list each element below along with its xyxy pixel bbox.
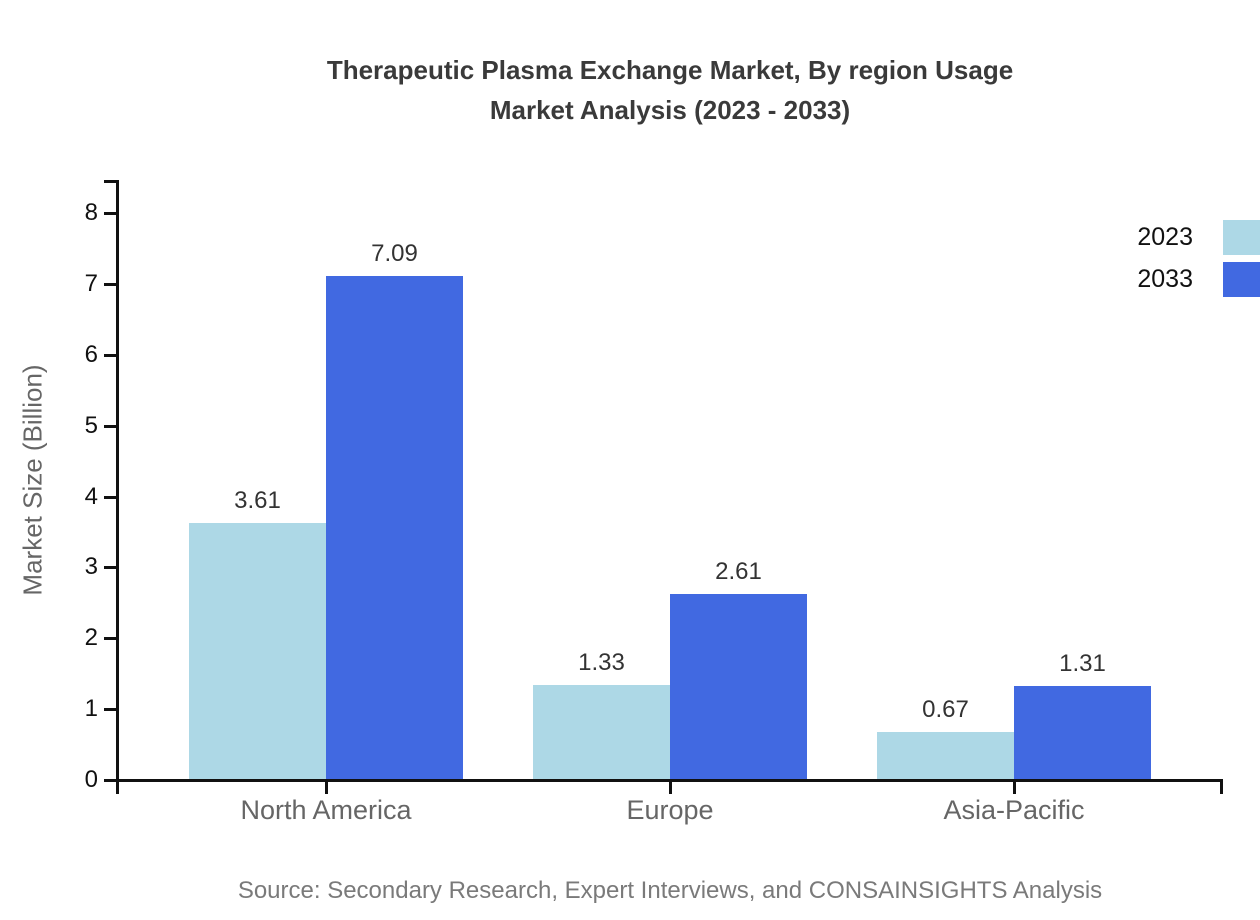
y-axis-tick bbox=[104, 566, 116, 569]
x-axis-tick bbox=[325, 782, 328, 794]
legend: 2023 2033 bbox=[1137, 220, 1260, 297]
y-axis-tick bbox=[104, 212, 116, 215]
legend-swatch-2033-icon bbox=[1223, 262, 1260, 297]
x-axis-tick bbox=[1013, 782, 1016, 794]
y-tick-label: 1 bbox=[84, 695, 98, 722]
chart-title: Therapeutic Plasma Exchange Market, By r… bbox=[326, 55, 1014, 125]
x-axis-line bbox=[116, 779, 1223, 782]
y-axis-tick bbox=[104, 496, 116, 499]
bar-2033-europe bbox=[670, 594, 807, 779]
y-axis-tick bbox=[104, 425, 116, 428]
category-label-europe: Europe bbox=[626, 795, 714, 825]
source-note: Source: Secondary Research, Expert Inter… bbox=[237, 877, 1103, 904]
y-axis-tick bbox=[104, 708, 116, 711]
y-tick-label: 0 bbox=[84, 766, 98, 793]
y-tick-label: 3 bbox=[84, 553, 98, 580]
x-axis-tick bbox=[669, 782, 672, 794]
y-axis-tick bbox=[104, 779, 116, 782]
value-label-2033-asia-pacific: 1.31 bbox=[1059, 650, 1106, 677]
x-axis-endcap-left bbox=[116, 782, 119, 794]
legend-item-2033: 2033 bbox=[1137, 262, 1260, 297]
bar-2033-asia-pacific bbox=[1014, 686, 1151, 779]
bar-2033-north-america bbox=[326, 276, 463, 779]
value-label-2023-europe: 1.33 bbox=[578, 649, 625, 676]
y-tick-label: 8 bbox=[84, 199, 98, 226]
y-tick-label: 6 bbox=[84, 341, 98, 368]
value-label-2033-north-america: 7.09 bbox=[371, 240, 418, 267]
y-tick-label: 7 bbox=[84, 270, 98, 297]
y-axis-tick bbox=[104, 637, 116, 640]
bar-2023-asia-pacific bbox=[877, 732, 1014, 779]
legend-label-2023: 2023 bbox=[1137, 223, 1193, 251]
y-axis-line bbox=[116, 180, 119, 782]
y-axis-tick bbox=[104, 354, 116, 357]
bar-2023-europe bbox=[533, 685, 670, 779]
x-axis-endcap-right bbox=[1220, 782, 1223, 794]
y-axis-tick bbox=[104, 283, 116, 286]
value-label-2033-europe: 2.61 bbox=[715, 558, 762, 585]
category-label-asia-pacific: Asia-Pacific bbox=[943, 795, 1085, 825]
category-label-north-america: North America bbox=[240, 795, 412, 825]
legend-item-2023: 2023 bbox=[1137, 220, 1260, 255]
y-tick-label: 2 bbox=[84, 624, 98, 651]
y-axis-endcap bbox=[104, 180, 116, 183]
legend-swatch-2023-icon bbox=[1223, 220, 1260, 255]
value-label-2023-north-america: 3.61 bbox=[234, 487, 281, 514]
bar-2023-north-america bbox=[189, 523, 326, 779]
value-label-2023-asia-pacific: 0.67 bbox=[922, 696, 969, 723]
legend-label-2033: 2033 bbox=[1137, 265, 1193, 293]
y-tick-label: 5 bbox=[84, 412, 98, 439]
y-tick-label: 4 bbox=[84, 483, 98, 510]
